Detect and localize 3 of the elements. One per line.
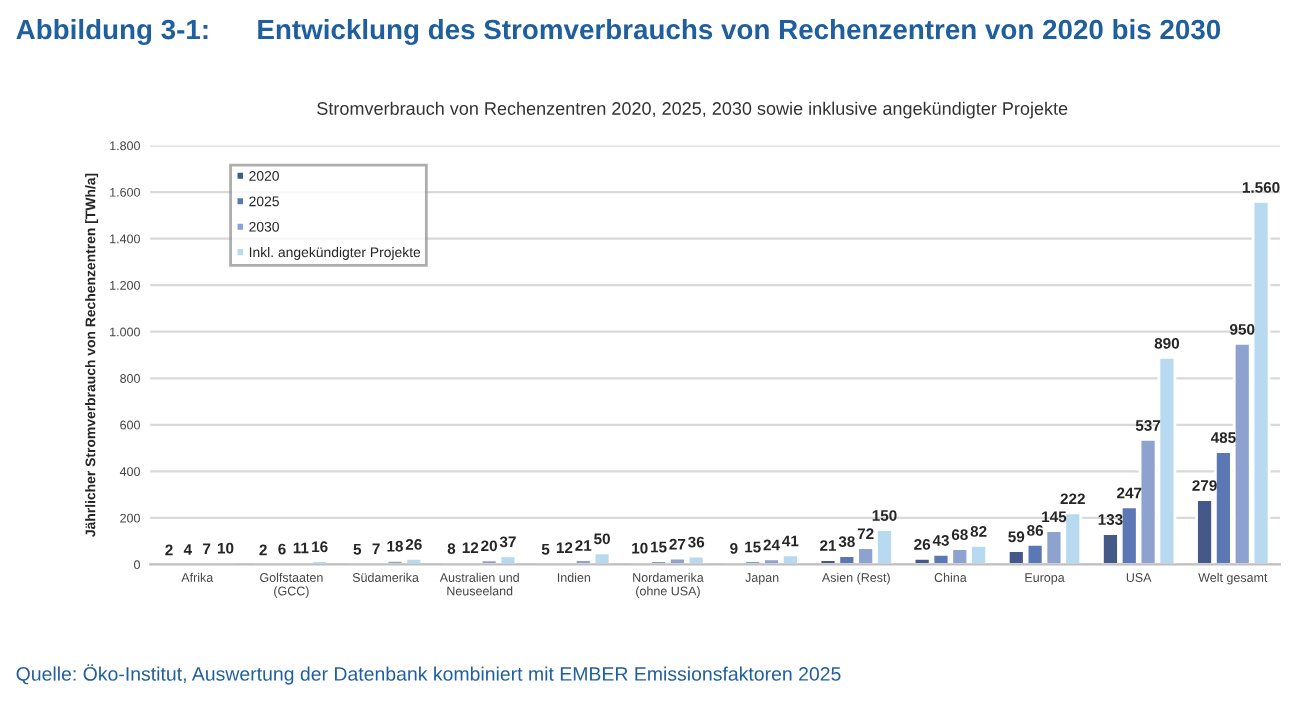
- chart-title: Abbildung 3-1: Entwicklung des Stromverbrauchs von Rechenzentren von 2020 bis 2030: [16, 18, 1221, 45]
- chart-subtitle: Stromverbrauch von Rechenzentren 2020, 2025, 2030 sowie inklusive angekündigter Projekte: [317, 101, 1068, 119]
- source-note: Quelle: Öko-Institut, Auswertung der Datenbank kombiniert mit EMBER Emissionsfaktoren 2025: [16, 664, 841, 685]
